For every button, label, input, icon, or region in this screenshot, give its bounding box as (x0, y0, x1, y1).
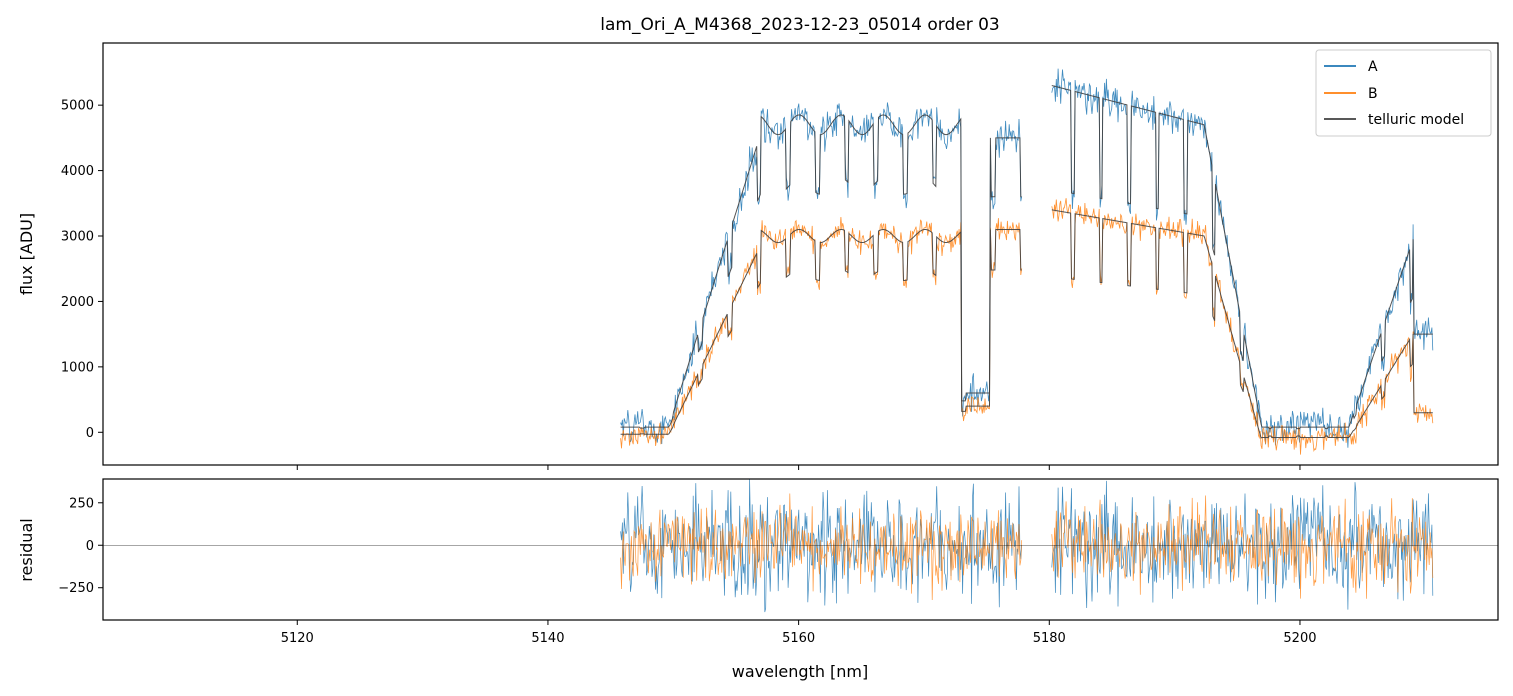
telluric-model-a-seg2 (620, 114, 1022, 429)
flux-y-tick-label: 0 (86, 426, 94, 441)
flux-y-tick-label: 1000 (61, 360, 94, 375)
series-b-line-seg3 (1051, 198, 1434, 455)
telluric-model-b-seg3 (1051, 209, 1433, 439)
legend-box (1315, 49, 1492, 137)
flux-plot-area (103, 43, 1498, 465)
series-b-line-seg2 (620, 216, 1023, 449)
residual-a-seg3 (1051, 480, 1434, 610)
legend-label-telluric: telluric model (1368, 112, 1464, 128)
residual-series-group (103, 479, 1498, 613)
telluric-model-b-seg2 (620, 229, 1022, 435)
residual-y-axis-label: residual (17, 518, 36, 581)
residual-y-ticks: −250 0 250 (58, 496, 103, 596)
telluric-model-a-seg3 (1051, 85, 1433, 430)
flux-y-ticks: 0 1000 2000 3000 4000 5000 (61, 99, 103, 441)
flux-series-group (620, 68, 1434, 455)
x-tick-label: 5200 (1283, 631, 1316, 646)
x-axis-label: wavelength [nm] (732, 662, 869, 681)
flux-y-tick-label: 4000 (61, 164, 94, 179)
flux-axes-frame (102, 42, 1499, 466)
flux-y-tick-label: 3000 (61, 230, 94, 245)
x-tick-label: 5120 (281, 631, 314, 646)
series-a-line-seg2 (620, 102, 1023, 445)
residual-b-seg3 (1051, 495, 1434, 599)
flux-panel: 0 1000 2000 3000 4000 5000 flux [ADU] A B tel… (17, 42, 1499, 470)
residual-panel: −250 0 250 5120 5140 5160 5180 5200 residual w… (17, 478, 1499, 681)
x-tick-label: 5180 (1033, 631, 1066, 646)
legend: A B telluric model (1315, 49, 1492, 137)
residual-b-seg2 (620, 493, 1023, 601)
x-tick-label: 5160 (782, 631, 815, 646)
flux-x-ticks (296, 465, 1301, 470)
residual-x-ticks: 5120 5140 5160 5180 5200 (281, 620, 1317, 646)
x-tick-label: 5140 (531, 631, 564, 646)
residual-y-tick-label: 0 (86, 539, 94, 554)
flux-y-tick-label: 5000 (61, 99, 94, 114)
flux-y-axis-label: flux [ADU] (17, 213, 36, 295)
legend-label-b: B (1368, 86, 1378, 102)
residual-axes-frame (102, 478, 1499, 621)
series-a-line-seg3 (1051, 68, 1434, 448)
flux-y-tick-label: 2000 (61, 295, 94, 310)
chart-title: lam_Ori_A_M4368_2023-12-23_05014 order 0… (600, 15, 1000, 35)
residual-y-tick-label: 250 (69, 496, 94, 511)
residual-y-tick-label: −250 (58, 581, 94, 596)
legend-label-a: A (1368, 59, 1378, 75)
